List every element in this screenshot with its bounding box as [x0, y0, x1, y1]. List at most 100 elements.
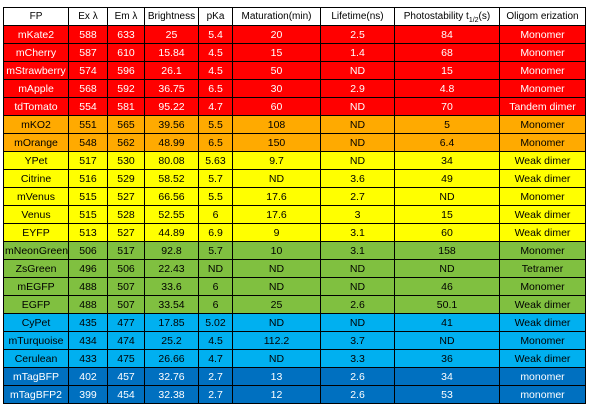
- cell-maturation: 12: [232, 385, 321, 404]
- cell-fp-name: mTagBFP2: [3, 385, 69, 404]
- cell-photostability: ND: [394, 187, 500, 206]
- cell-pka: 5.63: [198, 151, 233, 170]
- cell-emission: 565: [107, 115, 145, 134]
- table-row: EGFP 488 507 33.54 6 25 2.6 50.1 Weak dimer: [3, 295, 586, 314]
- cell-photostability: 36: [394, 349, 500, 368]
- cell-pka: 5.7: [198, 241, 233, 260]
- cell-lifetime: ND: [320, 259, 395, 278]
- header-fp: FP: [3, 7, 69, 26]
- cell-oligomerization: Weak dimer: [499, 295, 586, 314]
- cell-brightness: 15.84: [144, 43, 199, 62]
- table-row: YPet 517 530 80.08 5.63 9.7 ND 34 Weak dimer: [3, 151, 586, 170]
- cell-lifetime: 3: [320, 205, 395, 224]
- cell-emission: 610: [107, 43, 145, 62]
- cell-brightness: 17.85: [144, 313, 199, 332]
- table-row: mVenus 515 527 66.56 5.5 17.6 2.7 ND Monomer: [3, 187, 586, 206]
- table-row: mApple 568 592 36.75 6.5 30 2.9 4.8 Monomer: [3, 79, 586, 98]
- cell-fp-name: mTurquoise: [3, 331, 69, 350]
- cell-fp-name: mCherry: [3, 43, 69, 62]
- cell-pka: 5.5: [198, 187, 233, 206]
- cell-maturation: 9.7: [232, 151, 321, 170]
- cell-lifetime: 3.1: [320, 223, 395, 242]
- header-emission: Em λ: [107, 7, 145, 26]
- cell-lifetime: 1.4: [320, 43, 395, 62]
- cell-pka: 6: [198, 295, 233, 314]
- cell-excitation: 574: [68, 61, 108, 80]
- cell-pka: 6.5: [198, 79, 233, 98]
- cell-emission: 529: [107, 169, 145, 188]
- cell-brightness: 33.54: [144, 295, 199, 314]
- cell-brightness: 39.56: [144, 115, 199, 134]
- cell-brightness: 52.55: [144, 205, 199, 224]
- cell-photostability: ND: [394, 259, 500, 278]
- cell-pka: 6: [198, 277, 233, 296]
- cell-excitation: 434: [68, 331, 108, 350]
- cell-fp-name: mStrawberry: [3, 61, 69, 80]
- cell-maturation: ND: [232, 349, 321, 368]
- cell-oligomerization: Tandem dimer: [499, 97, 586, 116]
- cell-photostability: ND: [394, 331, 500, 350]
- cell-emission: 581: [107, 97, 145, 116]
- cell-oligomerization: Tetramer: [499, 259, 586, 278]
- cell-maturation: ND: [232, 313, 321, 332]
- cell-oligomerization: Weak dimer: [499, 169, 586, 188]
- cell-pka: 2.7: [198, 367, 233, 386]
- cell-photostability: 50.1: [394, 295, 500, 314]
- cell-photostability: 84: [394, 25, 500, 44]
- cell-lifetime: 3.3: [320, 349, 395, 368]
- cell-pka: 5.7: [198, 169, 233, 188]
- cell-pka: 4.5: [198, 331, 233, 350]
- cell-fp-name: Venus: [3, 205, 69, 224]
- table-row: mOrange 548 562 48.99 6.5 150 ND 6.4 Monomer: [3, 133, 586, 152]
- cell-maturation: 9: [232, 223, 321, 242]
- cell-brightness: 95.22: [144, 97, 199, 116]
- cell-maturation: 30: [232, 79, 321, 98]
- cell-excitation: 517: [68, 151, 108, 170]
- cell-lifetime: 2.7: [320, 187, 395, 206]
- cell-maturation: 17.6: [232, 187, 321, 206]
- cell-lifetime: ND: [320, 115, 395, 134]
- cell-emission: 474: [107, 331, 145, 350]
- table-row: mEGFP 488 507 33.6 6 ND ND 46 Monomer: [3, 277, 586, 296]
- cell-emission: 592: [107, 79, 145, 98]
- cell-pka: 2.7: [198, 385, 233, 404]
- cell-excitation: 588: [68, 25, 108, 44]
- cell-lifetime: ND: [320, 277, 395, 296]
- header-oligomerization: Oligom erization: [499, 7, 586, 26]
- cell-brightness: 36.75: [144, 79, 199, 98]
- cell-brightness: 44.89: [144, 223, 199, 242]
- cell-pka: 5.02: [198, 313, 233, 332]
- cell-fp-name: mOrange: [3, 133, 69, 152]
- cell-fp-name: YPet: [3, 151, 69, 170]
- cell-photostability: 70: [394, 97, 500, 116]
- cell-photostability: 4.8: [394, 79, 500, 98]
- cell-oligomerization: Weak dimer: [499, 313, 586, 332]
- cell-oligomerization: Monomer: [499, 241, 586, 260]
- cell-maturation: 17.6: [232, 205, 321, 224]
- cell-brightness: 80.08: [144, 151, 199, 170]
- cell-emission: 633: [107, 25, 145, 44]
- table-row: tdTomato 554 581 95.22 4.7 60 ND 70 Tandem dimer: [3, 97, 586, 116]
- table-row: mCherry 587 610 15.84 4.5 15 1.4 68 Monomer: [3, 43, 586, 62]
- cell-oligomerization: Monomer: [499, 277, 586, 296]
- cell-excitation: 587: [68, 43, 108, 62]
- cell-photostability: 49: [394, 169, 500, 188]
- cell-emission: 477: [107, 313, 145, 332]
- table-row: mTurquoise 434 474 25.2 4.5 112.2 3.7 ND Monomer: [3, 331, 586, 350]
- cell-photostability: 158: [394, 241, 500, 260]
- cell-excitation: 551: [68, 115, 108, 134]
- cell-brightness: 66.56: [144, 187, 199, 206]
- cell-fp-name: tdTomato: [3, 97, 69, 116]
- cell-oligomerization: Monomer: [499, 187, 586, 206]
- cell-emission: 562: [107, 133, 145, 152]
- cell-lifetime: ND: [320, 97, 395, 116]
- cell-lifetime: ND: [320, 133, 395, 152]
- cell-maturation: 50: [232, 61, 321, 80]
- cell-lifetime: 2.6: [320, 367, 395, 386]
- cell-excitation: 488: [68, 277, 108, 296]
- header-row: FP Ex λ Em λ Brightness pKa Maturation(m…: [3, 7, 586, 26]
- cell-oligomerization: Weak dimer: [499, 151, 586, 170]
- cell-oligomerization: monomer: [499, 367, 586, 386]
- cell-brightness: 33.6: [144, 277, 199, 296]
- cell-oligomerization: Monomer: [499, 25, 586, 44]
